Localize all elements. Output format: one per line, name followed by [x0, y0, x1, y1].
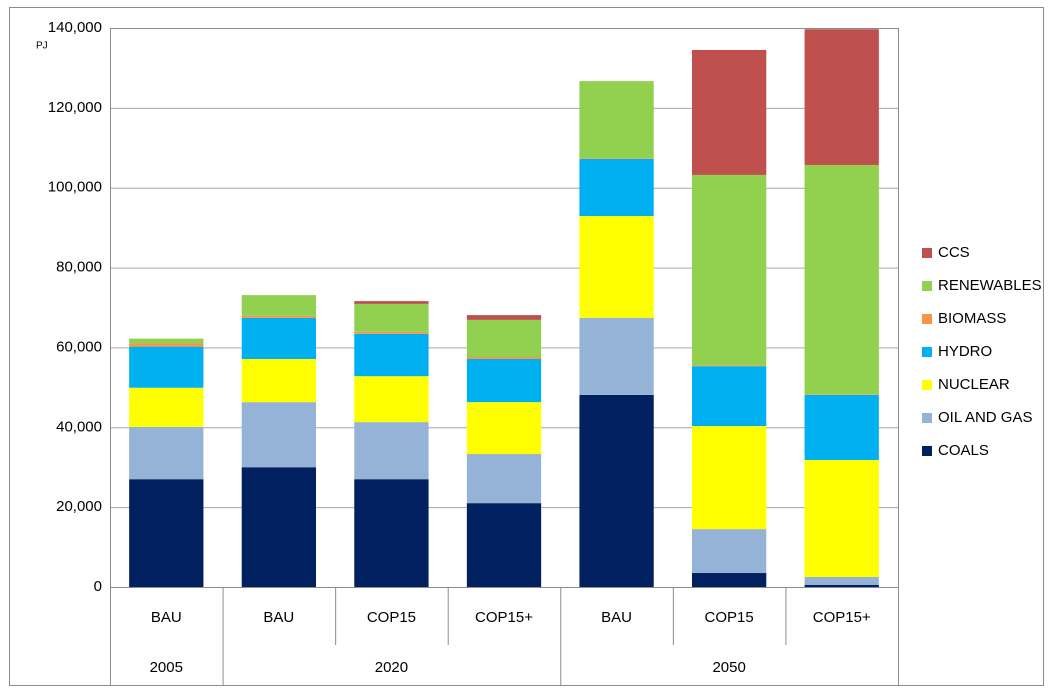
bar-segment — [241, 467, 317, 587]
bar-segment — [804, 164, 879, 395]
group-label: 2005 — [150, 659, 183, 676]
bar-segment — [466, 315, 542, 320]
bar-segment — [691, 426, 767, 530]
group-label: 2020 — [375, 659, 408, 676]
bar-segment — [241, 315, 317, 318]
bar-segment — [804, 585, 879, 587]
legend-swatch — [922, 413, 932, 423]
bar-segment — [579, 317, 654, 395]
bar-segment — [354, 422, 429, 480]
legend-swatch — [922, 248, 932, 258]
bar-segment — [804, 394, 879, 461]
y-tick-label: 120,000 — [48, 99, 102, 116]
legend-label: CCS — [938, 244, 970, 261]
bar-segment — [691, 174, 767, 366]
bar-segment — [354, 479, 429, 587]
x-tick-label: COP15+ — [475, 609, 533, 626]
legend-swatch — [922, 281, 932, 291]
bar-segment — [579, 158, 654, 159]
legend-swatch — [922, 380, 932, 390]
bar-segment — [579, 158, 654, 217]
bar-segment — [466, 319, 542, 358]
bar-segment — [241, 402, 317, 468]
bar-segment — [129, 426, 204, 480]
bar-segment — [691, 529, 767, 574]
bar-segment — [804, 394, 879, 395]
bar-segment — [804, 29, 879, 165]
bar-segment — [241, 295, 317, 316]
bar-segment — [466, 402, 542, 455]
bar-segment — [466, 357, 542, 360]
bar-segment — [691, 365, 767, 367]
bar-segment — [691, 49, 767, 175]
legend-label: COALS — [938, 442, 989, 459]
bar-segment — [354, 333, 429, 377]
bar-segment — [804, 460, 879, 578]
bar-segment — [579, 394, 654, 587]
bar-segment — [691, 366, 767, 427]
y-axis-label: PJ — [36, 41, 48, 52]
bar-segment — [354, 331, 429, 334]
bar-segment — [129, 387, 204, 427]
x-tick-label: BAU — [263, 609, 294, 626]
bar-segment — [241, 359, 317, 403]
legend-label: RENEWABLES — [938, 277, 1042, 294]
y-tick-label: 60,000 — [56, 338, 102, 355]
bar-segment — [129, 479, 204, 587]
bar-segment — [354, 301, 429, 304]
bar-segment — [354, 376, 429, 423]
legend-swatch — [922, 314, 932, 324]
y-tick-label: 40,000 — [56, 418, 102, 435]
y-tick-label: 80,000 — [56, 259, 102, 276]
y-tick-label: 140,000 — [48, 19, 102, 36]
legend-label: BIOMASS — [938, 310, 1006, 327]
y-tick-label: 0 — [94, 578, 102, 595]
legend-label: HYDRO — [938, 343, 992, 360]
bar-segment — [129, 338, 204, 344]
bar-segment — [579, 216, 654, 318]
y-tick-label: 100,000 — [48, 179, 102, 196]
chart-border — [9, 7, 1044, 686]
bar-segment — [466, 503, 542, 587]
y-tick-label: 20,000 — [56, 498, 102, 515]
legend-swatch — [922, 446, 932, 456]
x-tick-label: BAU — [151, 609, 182, 626]
x-tick-label: COP15 — [367, 609, 416, 626]
group-label: 2050 — [712, 659, 745, 676]
legend-swatch — [922, 347, 932, 357]
bar-segment — [466, 454, 542, 504]
bar-segment — [691, 573, 767, 587]
x-tick-label: BAU — [601, 609, 632, 626]
legend-label: OIL AND GAS — [938, 409, 1032, 426]
legend-label: NUCLEAR — [938, 376, 1010, 393]
bar-segment — [129, 343, 204, 347]
bar-segment — [129, 346, 204, 388]
bar-segment — [241, 317, 317, 360]
bar-segment — [354, 303, 429, 332]
x-tick-label: COP15 — [705, 609, 754, 626]
bar-segment — [804, 577, 879, 586]
bar-segment — [579, 81, 654, 159]
bar-segment — [466, 359, 542, 403]
x-tick-label: COP15+ — [813, 609, 871, 626]
